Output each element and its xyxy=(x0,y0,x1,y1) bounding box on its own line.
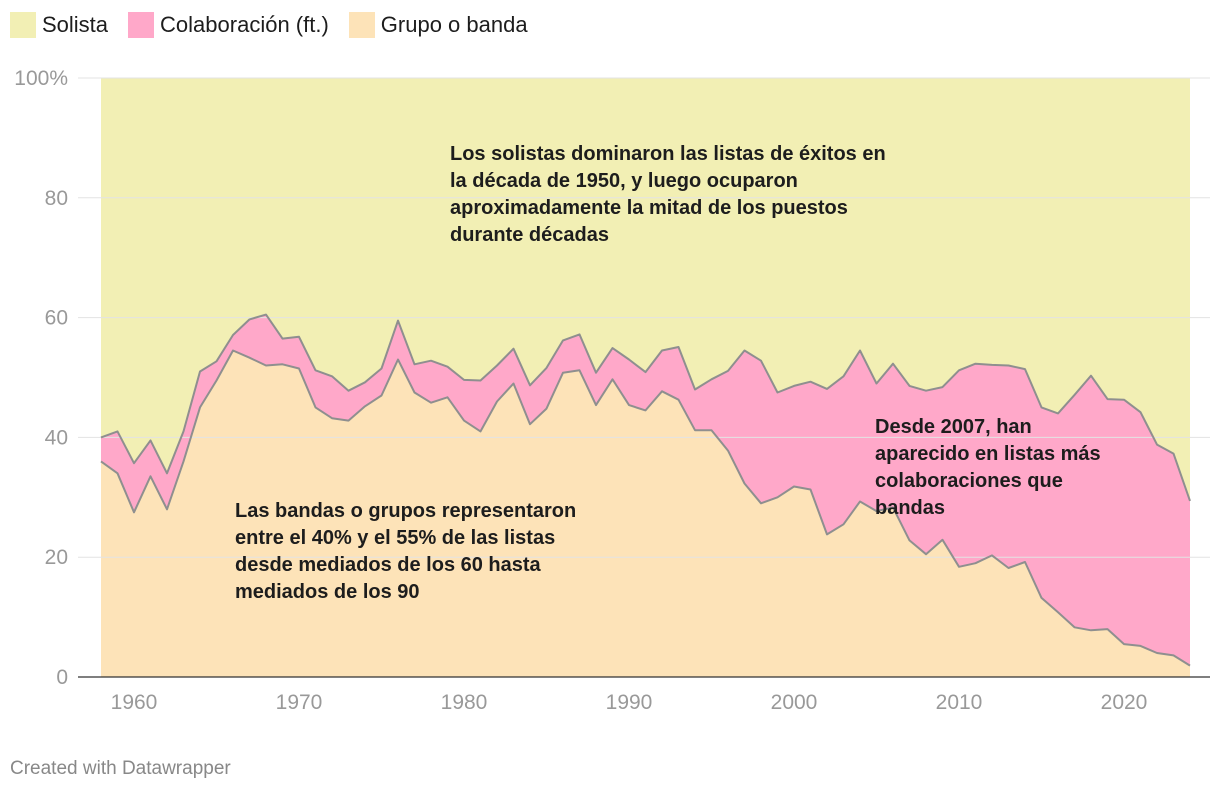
y-tick-label-60: 60 xyxy=(45,307,68,330)
annotation-colaboraciones-line-4: bandas xyxy=(875,497,945,519)
y-tick-label-0: 0 xyxy=(56,666,68,689)
x-tick-label-2010: 2010 xyxy=(936,691,983,714)
boundary-line-grupo-o-banda xyxy=(100,349,1191,667)
x-tick-label-1960: 1960 xyxy=(111,691,158,714)
annotation-solistas-line-4: durante décadas xyxy=(450,224,609,246)
x-tick-label-1980: 1980 xyxy=(441,691,488,714)
y-tick-label-40: 40 xyxy=(45,426,68,449)
area-solista xyxy=(101,78,1190,501)
annotation-bandas-line-2: entre el 40% y el 55% de las listas xyxy=(235,527,555,549)
annotation-colaboraciones-line-1: Desde 2007, han xyxy=(875,416,1032,438)
annotation-solistas-line-1: Los solistas dominaron las listas de éxi… xyxy=(450,143,886,165)
y-tick-label-20: 20 xyxy=(45,546,68,569)
area-grupo-o-banda xyxy=(101,350,1190,677)
y-tick-label-100: 100% xyxy=(14,67,68,90)
y-tick-label-80: 80 xyxy=(45,187,68,210)
annotation-colaboraciones-line-3: colaboraciones que xyxy=(875,470,1063,492)
x-tick-label-1970: 1970 xyxy=(276,691,323,714)
legend: Solista Colaboración (ft.) Grupo o banda xyxy=(10,12,548,38)
legend-label-colaboracion: Colaboración (ft.) xyxy=(160,12,329,37)
annotation-colaboraciones-line-2: aparecido en listas más xyxy=(875,443,1101,465)
annotation-bandas-line-3: desde mediados de los 60 hasta xyxy=(235,554,542,576)
annotation-colaboraciones: Desde 2007, han aparecido en listas más co… xyxy=(875,416,1101,519)
annotation-solistas: Los solistas dominaron las listas de éxi… xyxy=(450,143,886,246)
annotation-solistas-line-2: la década de 1950, y luego ocuparon xyxy=(450,170,798,192)
x-tick-label-1990: 1990 xyxy=(606,691,653,714)
footer-credit: Created with Datawrapper xyxy=(10,758,231,779)
legend-label-solista: Solista xyxy=(42,12,109,37)
legend-label-grupo: Grupo o banda xyxy=(380,12,528,37)
annotation-bandas-line-4: mediados de los 90 xyxy=(235,581,420,603)
annotation-solistas-line-3: aproximadamente la mitad de los puestos xyxy=(450,197,848,219)
boundary-line-colaboracion-ft xyxy=(100,313,1191,502)
legend-item-colaboracion: Colaboración (ft.) xyxy=(128,12,329,38)
legend-swatch-grupo xyxy=(348,12,375,38)
x-tick-label-2020: 2020 xyxy=(1101,691,1148,714)
legend-item-solista: Solista xyxy=(10,12,108,38)
area-colaboracion-ft xyxy=(101,314,1190,666)
annotation-bandas-line-1: Las bandas o grupos representaron xyxy=(235,500,576,522)
x-tick-label-2000: 2000 xyxy=(771,691,818,714)
annotation-bandas: Las bandas o grupos representaron entre e… xyxy=(235,500,576,603)
legend-swatch-solista xyxy=(10,12,36,38)
legend-swatch-colaboracion xyxy=(128,12,155,38)
legend-item-grupo: Grupo o banda xyxy=(348,12,528,38)
